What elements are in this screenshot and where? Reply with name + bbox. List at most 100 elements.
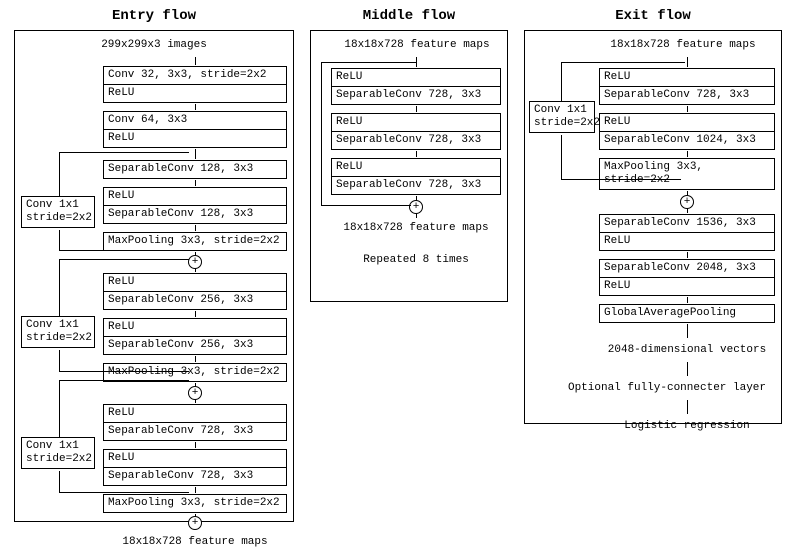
- sepconv-256-label: SeparableConv 256, 3x3: [104, 291, 286, 309]
- entry-input-label: 299x299x3 images: [19, 39, 289, 51]
- entry-title: Entry flow: [14, 8, 294, 24]
- stride-label: stride=2x2: [26, 332, 90, 345]
- exit-title: Exit flow: [524, 8, 782, 24]
- sepconv-128-a: SeparableConv 128, 3x3: [103, 160, 287, 179]
- conv1x1-label: Conv 1x1: [26, 199, 90, 212]
- sepconv-256-a: ReLU SeparableConv 256, 3x3: [103, 273, 287, 310]
- mid-block-a: ReLU SeparableConv 728, 3x3: [331, 68, 501, 105]
- exit-stack: ReLU SeparableConv 728, 3x3 ReLU Separab…: [599, 57, 775, 438]
- sepconv-728-label: SeparableConv 728, 3x3: [600, 86, 774, 104]
- conv-64-label: Conv 64, 3x3: [104, 112, 286, 129]
- skip-line: [561, 179, 681, 180]
- relu-label: ReLU: [104, 188, 286, 205]
- flow-line: [195, 57, 196, 65]
- relu-label: ReLU: [332, 114, 500, 131]
- exit-out1: 2048-dimensional vectors: [599, 344, 775, 356]
- relu-label: ReLU: [104, 129, 286, 147]
- entry-flow-column: Entry flow 299x299x3 images Conv 32, 3x3…: [14, 8, 294, 522]
- flow-line: [416, 106, 417, 112]
- sepconv-256-label: SeparableConv 256, 3x3: [104, 336, 286, 354]
- relu-label: ReLU: [600, 232, 774, 250]
- entry-side-1: Conv 1x1 stride=2x2: [21, 196, 95, 228]
- skip-line: [59, 152, 60, 196]
- entry-output-label: 18x18x728 feature maps: [103, 536, 287, 548]
- skip-line: [59, 492, 189, 493]
- skip-line: [561, 62, 562, 101]
- flow-line: [687, 362, 688, 376]
- sepconv-1024-label: SeparableConv 1024, 3x3: [600, 131, 774, 149]
- conv-64-block: Conv 64, 3x3 ReLU: [103, 111, 287, 148]
- relu-label: ReLU: [332, 69, 500, 86]
- skip-line: [321, 62, 322, 205]
- exit-flow-column: Exit flow 18x18x728 feature maps ReLU Se…: [524, 8, 782, 424]
- skip-line: [561, 135, 562, 179]
- skip-line: [59, 380, 60, 437]
- skip-line: [59, 250, 189, 251]
- skip-line: [59, 230, 60, 250]
- maxpool-1: MaxPooling 3x3, stride=2x2: [103, 232, 287, 251]
- relu-label: ReLU: [332, 159, 500, 176]
- add-icon: +: [680, 195, 694, 209]
- middle-input-label: 18x18x728 feature maps: [315, 39, 503, 51]
- flow-line: [195, 104, 196, 110]
- exit-out3: Logistic regression: [599, 420, 775, 432]
- skip-line: [59, 350, 60, 371]
- exit-panel: 18x18x728 feature maps ReLU SeparableCon…: [524, 30, 782, 424]
- sepconv-728-label: SeparableConv 728, 3x3: [332, 86, 500, 104]
- add-icon: +: [188, 255, 202, 269]
- flow-line: [687, 297, 688, 303]
- sepconv-728-b: ReLU SeparableConv 728, 3x3: [103, 449, 287, 486]
- sepconv-728-a: ReLU SeparableConv 728, 3x3: [103, 404, 287, 441]
- gap-block: GlobalAveragePooling: [599, 304, 775, 323]
- stride-label: stride=2x2: [534, 117, 590, 130]
- flow-line: [195, 442, 196, 448]
- relu-label: ReLU: [104, 405, 286, 422]
- entry-side-2: Conv 1x1 stride=2x2: [21, 316, 95, 348]
- sepconv-128-b: ReLU SeparableConv 128, 3x3: [103, 187, 287, 224]
- add-icon: +: [188, 386, 202, 400]
- conv1x1-label: Conv 1x1: [26, 440, 90, 453]
- flow-line: [687, 106, 688, 112]
- flow-line: [195, 487, 196, 493]
- add-icon: +: [409, 200, 423, 214]
- entry-stack: Conv 32, 3x3, stride=2x2 ReLU Conv 64, 3…: [103, 57, 287, 552]
- flow-line: [687, 151, 688, 157]
- sepconv-2048-label: SeparableConv 2048, 3x3: [600, 260, 774, 277]
- relu-label: ReLU: [104, 84, 286, 102]
- exit-input-label: 18x18x728 feature maps: [529, 39, 777, 51]
- sepconv-728-label: SeparableConv 728, 3x3: [332, 131, 500, 149]
- middle-output-label: 18x18x728 feature maps: [331, 222, 501, 234]
- relu-label: ReLU: [600, 277, 774, 295]
- skip-line: [561, 62, 685, 63]
- add-icon: +: [188, 516, 202, 530]
- conv-32-block: Conv 32, 3x3, stride=2x2 ReLU: [103, 66, 287, 103]
- sepconv-728-label: SeparableConv 728, 3x3: [104, 422, 286, 440]
- skip-line: [59, 259, 189, 260]
- sepconv-728-label: SeparableConv 728, 3x3: [104, 467, 286, 485]
- entry-side-3: Conv 1x1 stride=2x2: [21, 437, 95, 469]
- relu-label: ReLU: [600, 114, 774, 131]
- skip-line: [59, 371, 189, 372]
- conv-32-label: Conv 32, 3x3, stride=2x2: [104, 67, 286, 84]
- conv1x1-label: Conv 1x1: [534, 104, 590, 117]
- sepconv-728-label: SeparableConv 728, 3x3: [332, 176, 500, 194]
- exit-side-1: Conv 1x1 stride=2x2: [529, 101, 595, 133]
- sepconv-1536-block: SeparableConv 1536, 3x3 ReLU: [599, 214, 775, 251]
- middle-title: Middle flow: [310, 8, 508, 24]
- relu-label: ReLU: [104, 319, 286, 336]
- sepconv-256-b: ReLU SeparableConv 256, 3x3: [103, 318, 287, 355]
- flow-line: [687, 324, 688, 338]
- exit-block-b: ReLU SeparableConv 1024, 3x3: [599, 113, 775, 150]
- flow-line: [195, 225, 196, 231]
- flow-line: [195, 311, 196, 317]
- stride-label: stride=2x2: [26, 453, 90, 466]
- relu-label: ReLU: [104, 274, 286, 291]
- flow-line: [195, 356, 196, 362]
- sepconv-128-label: SeparableConv 128, 3x3: [104, 205, 286, 223]
- skip-line: [59, 380, 189, 381]
- flow-line: [687, 400, 688, 414]
- skip-line: [59, 152, 189, 153]
- flow-line: [195, 180, 196, 186]
- relu-label: ReLU: [600, 69, 774, 86]
- exit-block-a: ReLU SeparableConv 728, 3x3: [599, 68, 775, 105]
